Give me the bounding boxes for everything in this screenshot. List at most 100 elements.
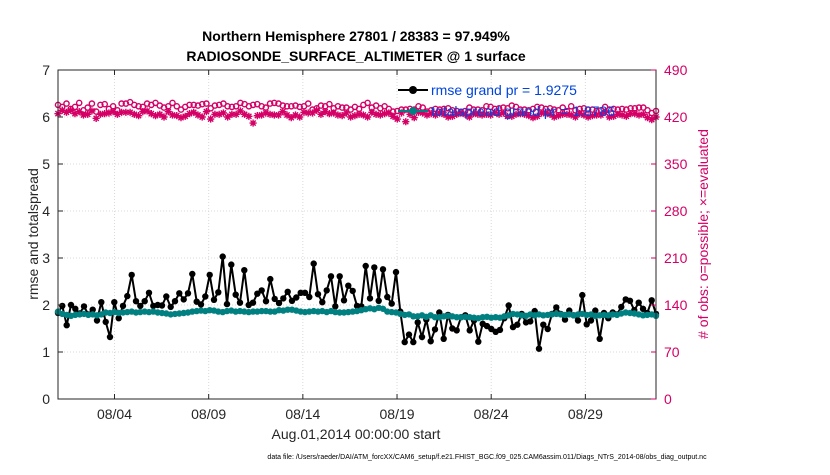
rmse-point (648, 297, 655, 304)
rmse-point (167, 303, 174, 311)
obs-possible-point (203, 100, 210, 107)
rmse-point (228, 261, 235, 268)
rmse-point (145, 289, 153, 296)
obs-evaluated-point (151, 112, 160, 120)
obs-evaluated-point (71, 110, 79, 118)
legend: rmse grand pr = 1.9275 totalspread grand… (398, 82, 615, 119)
obs-evaluated-point (202, 108, 211, 116)
obs-evaluated-point (266, 110, 274, 118)
obs-possible-point (71, 103, 79, 111)
rmse-point (267, 275, 274, 283)
obs-evaluated-point (253, 112, 261, 120)
y-left-tick-label: 7 (42, 62, 50, 78)
rmse-point (431, 326, 439, 333)
obs-possible-point (228, 103, 236, 111)
obs-evaluated-point (448, 112, 457, 120)
rmse-point (635, 299, 642, 306)
rmse-point (379, 266, 387, 273)
obs-evaluated-point (181, 112, 189, 120)
obs-evaluated-point (393, 115, 401, 123)
obs-possible-point (402, 106, 410, 113)
y-right-tick-label: 70 (664, 344, 680, 360)
obs-evaluated-point (376, 111, 384, 119)
y-right-tick-label: 210 (664, 250, 688, 266)
rmse-point (67, 301, 75, 309)
legend-totalspread-marker (409, 107, 417, 115)
obs-evaluated-point (257, 111, 266, 119)
obs-possible-point (296, 103, 304, 111)
rmse-point (223, 300, 231, 308)
obs-evaluated-point (262, 109, 270, 117)
obs-possible-point (584, 106, 592, 113)
obs-evaluated-point (96, 110, 105, 118)
obs-evaluated-point (440, 110, 448, 118)
obs-evaluated-point (347, 113, 355, 121)
obs-evaluated-point (491, 108, 499, 116)
obs-evaluated-point (338, 112, 346, 120)
obs-possible-point (266, 100, 274, 107)
obs-possible-point (249, 101, 257, 109)
obs-evaluated-point (300, 108, 308, 116)
y-left-tick-label: 0 (42, 391, 50, 407)
obs-possible-point (84, 104, 91, 111)
rmse-point (176, 290, 183, 297)
obs-possible-point (169, 99, 176, 107)
rmse-point (215, 289, 222, 296)
x-tick-label: 08/09 (191, 406, 226, 422)
obs-evaluated-point (364, 113, 372, 121)
obs-evaluated-point (427, 110, 435, 118)
obs-evaluated-point (554, 112, 563, 120)
obs-possible-point (101, 100, 108, 108)
rmse-point (293, 294, 300, 301)
obs-evaluated-point (177, 114, 185, 122)
obs-possible-point (135, 103, 142, 110)
rmse-point (93, 317, 101, 324)
rmse-point (210, 296, 218, 303)
rmse-point (327, 273, 335, 280)
obs-evaluated-point (372, 110, 380, 118)
obs-evaluated-point (58, 106, 66, 114)
rmse-point (436, 309, 443, 316)
obs-evaluated-point (190, 108, 198, 116)
obs-evaluated-point (605, 113, 613, 121)
totalspread-point (267, 308, 274, 315)
obs-possible-point (270, 99, 278, 107)
obs-evaluated-point (130, 110, 138, 118)
obs-evaluated-point (499, 109, 507, 117)
obs-evaluated-point (279, 108, 287, 116)
rmse-point (453, 327, 460, 334)
obs-evaluated-point (397, 109, 406, 117)
obs-evaluated-point (626, 110, 635, 118)
obs-possible-point (567, 103, 575, 110)
rmse-point (527, 318, 534, 325)
obs-evaluated-point (453, 110, 461, 118)
obs-evaluated-point (164, 108, 172, 116)
rmse-point (496, 326, 504, 334)
obs-possible-point (559, 104, 567, 111)
y-axis-label-right: # of obs: o=possible; ×=evaluated (695, 129, 711, 339)
obs-evaluated-point (304, 109, 312, 117)
legend-totalspread-label: totalspread grand pr = 1.8786 (431, 103, 615, 119)
rmse-point (336, 273, 343, 280)
rmse-point (639, 305, 647, 312)
y-left-tick-label: 5 (42, 156, 50, 172)
rmse-point (132, 298, 140, 305)
legend-rmse-label: rmse grand pr = 1.9275 (431, 82, 577, 98)
rmse-point (362, 262, 369, 270)
obs-evaluated-point (79, 111, 88, 119)
rmse-point (241, 267, 248, 274)
rmse-point (388, 300, 395, 307)
obs-possible-point (224, 103, 231, 110)
obs-evaluated-point (143, 107, 151, 115)
obs-evaluated-point (113, 110, 121, 118)
x-tick-label: 08/19 (380, 406, 415, 422)
obs-evaluated-point (486, 111, 495, 119)
obs-possible-point (190, 101, 197, 109)
obs-evaluated-point (618, 111, 626, 119)
obs-possible-point (97, 101, 104, 109)
rmse-point (232, 291, 239, 298)
obs-evaluated-point (402, 118, 410, 126)
obs-evaluated-point (308, 109, 317, 117)
